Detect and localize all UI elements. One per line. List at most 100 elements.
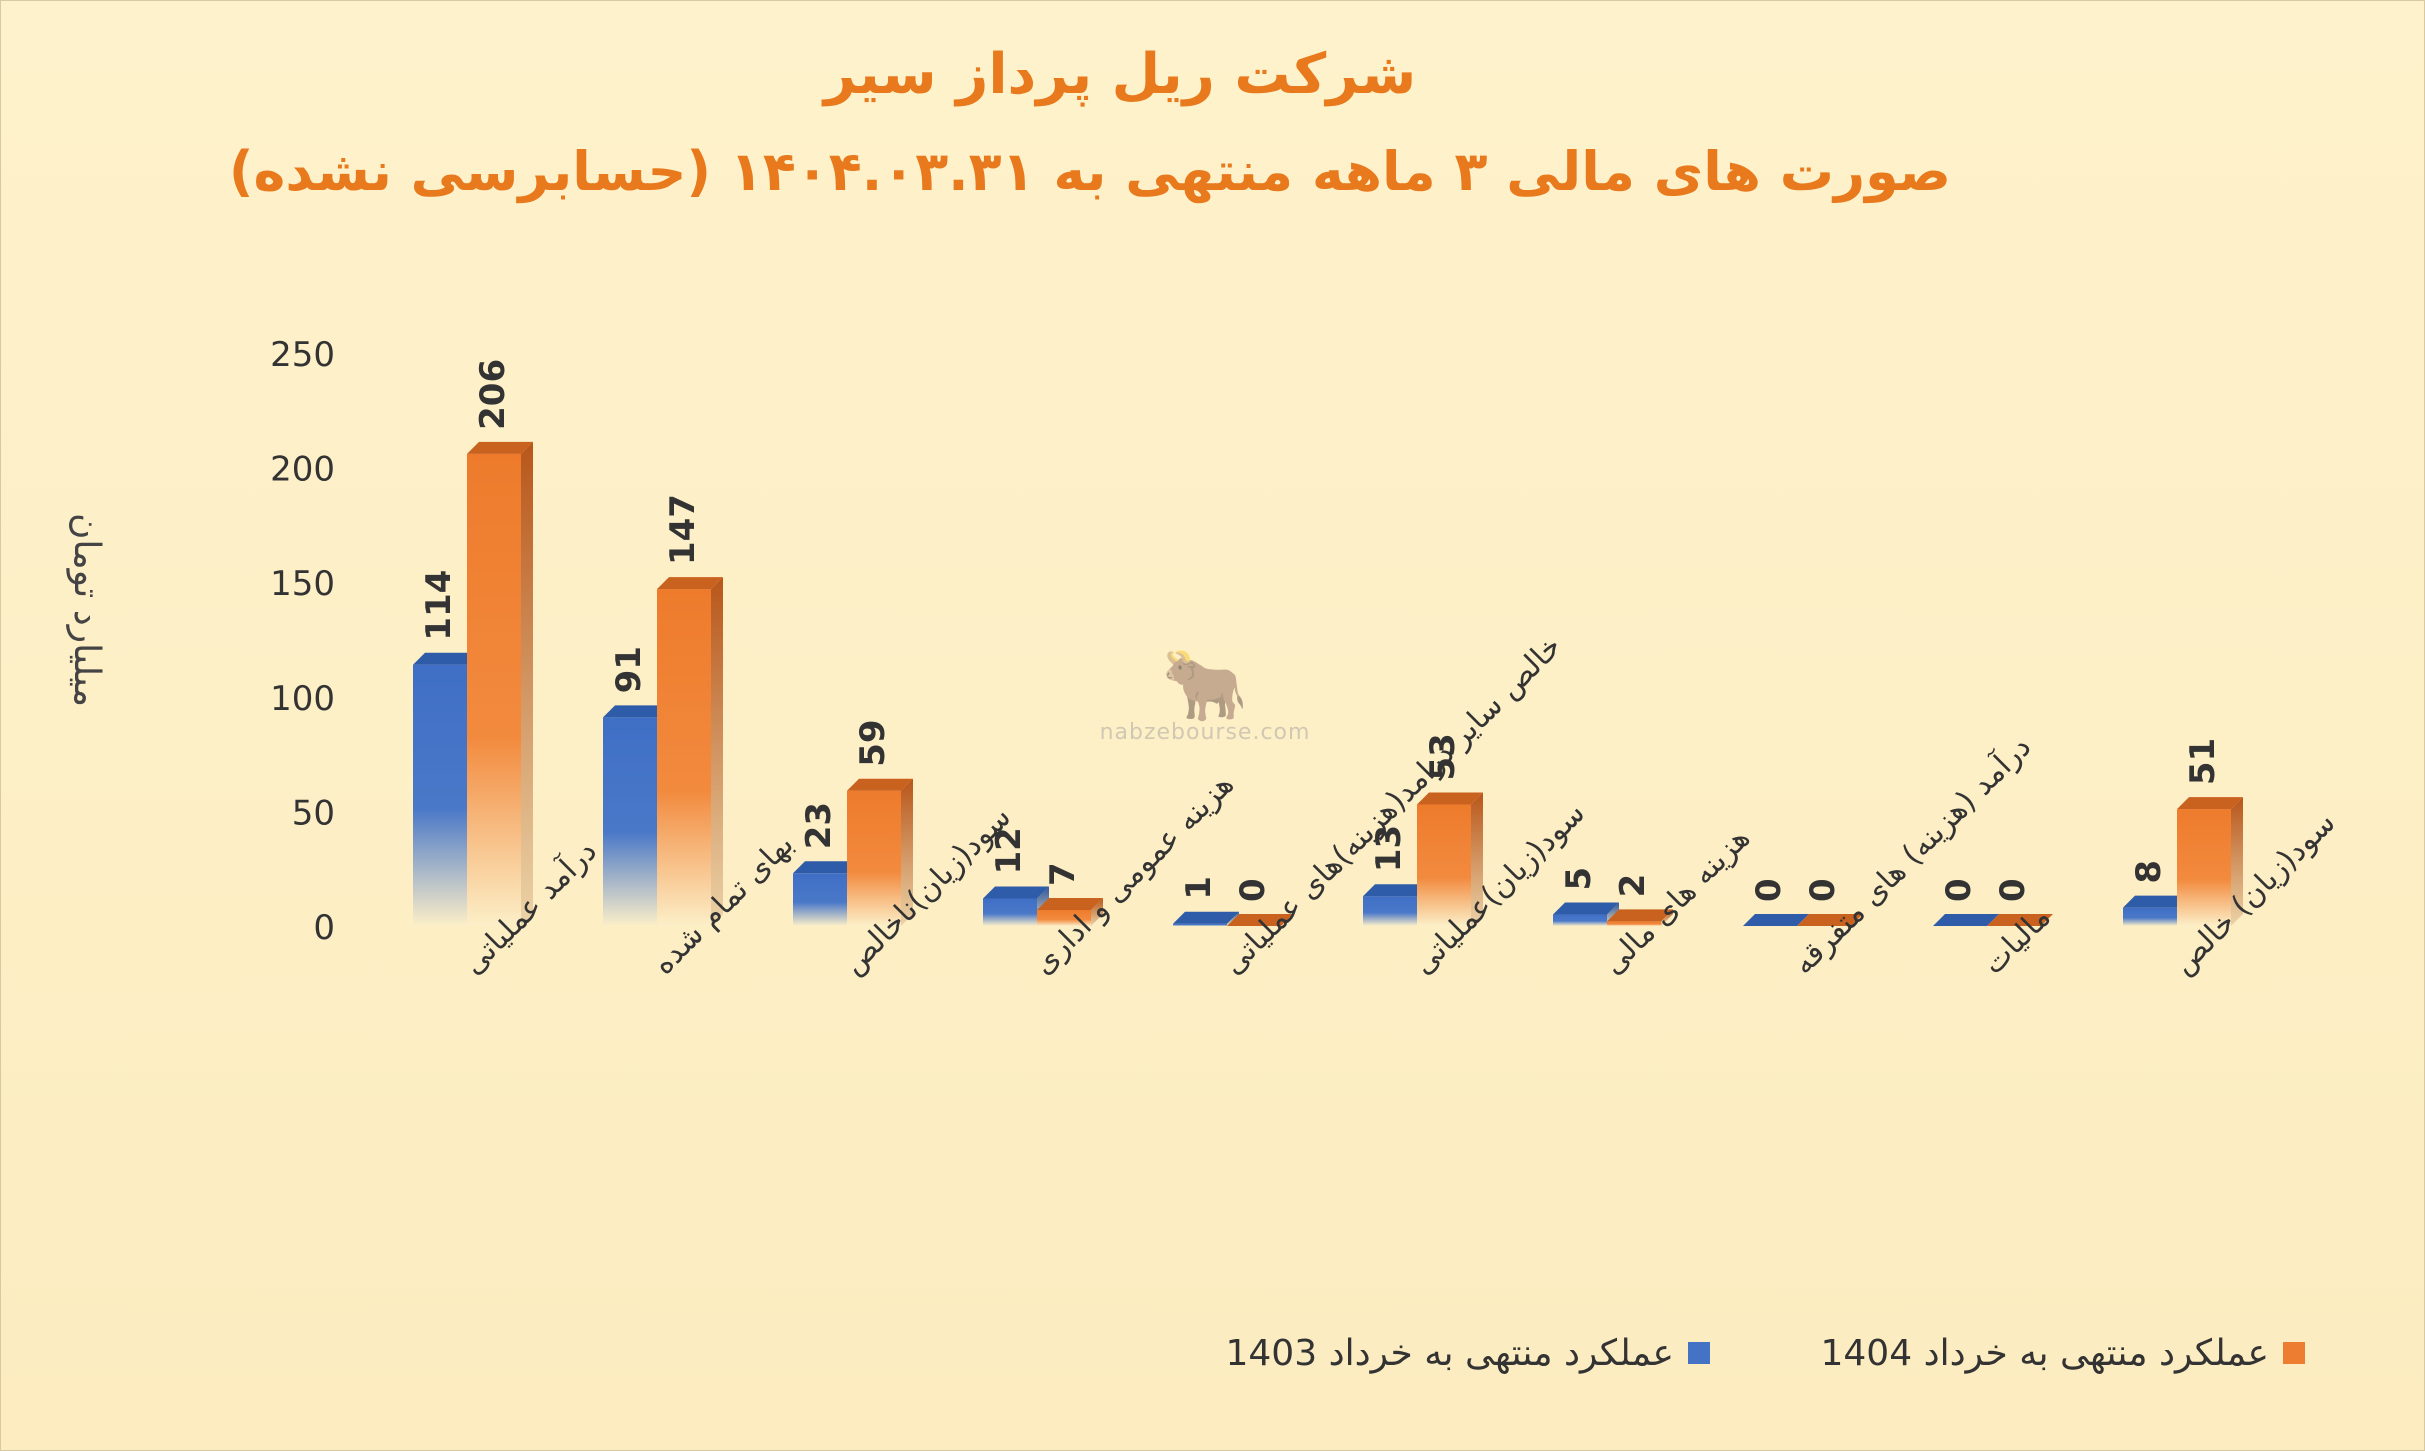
legend-item-1404: عملکرد منتهی به خرداد 1404	[1760, 1318, 2305, 1388]
bar-1403: 0	[1743, 878, 1809, 926]
bar-top	[1037, 897, 1103, 910]
bar-top	[793, 861, 859, 874]
legend-swatch-1403	[1688, 1342, 1710, 1364]
bar-front	[1417, 804, 1471, 926]
data-label: 2	[1613, 874, 1653, 898]
bar-1404: 51	[2177, 738, 2243, 926]
bar-side	[521, 441, 533, 926]
data-label: 0	[1939, 878, 1979, 902]
bar-front	[847, 790, 901, 926]
bar-top	[2177, 797, 2243, 810]
bar-top	[1227, 914, 1293, 926]
bar-front	[657, 589, 711, 926]
data-label: 0	[1233, 878, 1273, 902]
bar-top	[1417, 792, 1483, 805]
x-tick-label: هزینه های مالی	[1596, 821, 1757, 982]
bar-top	[657, 577, 723, 590]
legend-label-1403: عملکرد منتهی به خرداد 1403	[1225, 1332, 1675, 1374]
y-tick-label: 100	[270, 679, 335, 719]
y-tick-label: 50	[292, 793, 335, 833]
data-label: 53	[1423, 733, 1463, 780]
bar-side	[1091, 897, 1103, 926]
bar-1404: 206	[467, 359, 533, 926]
data-label: 91	[609, 646, 649, 693]
legend-label-1404: عملکرد منتهی به خرداد 1404	[1820, 1332, 2270, 1374]
y-axis: 0 50 100 150 200 250	[270, 335, 335, 948]
bar-1403: 1	[1173, 876, 1239, 926]
bar-front	[1173, 923, 1227, 926]
bar-front	[1553, 914, 1607, 926]
data-label: 12	[989, 827, 1029, 874]
bar-top	[467, 441, 533, 454]
bar-top	[1173, 911, 1239, 924]
bar-top	[413, 652, 479, 665]
chart-subtitle: صورت های مالی ۳ ماهه منتهی به ۱۴۰۴.۰۳.۳۱…	[228, 140, 1952, 203]
bar-front	[1037, 909, 1091, 926]
bar-1404: 53	[1417, 733, 1483, 926]
data-label: 7	[1043, 862, 1083, 886]
data-label: 0	[1803, 878, 1843, 902]
x-tick-label: خالص سایر درامد(هزینه)های عملیاتی	[1216, 629, 1569, 982]
chart-title: شرکت ریل پرداز سیر	[823, 42, 1417, 107]
bar-front	[413, 664, 467, 926]
bar-front	[983, 898, 1037, 926]
data-label: 1	[1179, 876, 1219, 900]
watermark-text: nabzebourse.com	[1099, 720, 1311, 745]
bar-1404: 147	[657, 494, 723, 926]
y-tick-label: 200	[270, 450, 335, 490]
bar-top	[603, 705, 669, 718]
data-label: 206	[473, 359, 513, 430]
bar-top	[1743, 914, 1809, 926]
bar-top	[1933, 914, 1999, 926]
bar-side	[1471, 792, 1483, 926]
x-axis-labels: درآمد عملیاتی بهای تمام شده سود(زیان)ناخال…	[455, 629, 2342, 982]
bar-top	[847, 778, 913, 791]
bar-front	[2123, 907, 2177, 926]
y-tick-label: 250	[270, 335, 335, 375]
bar-front	[467, 453, 521, 926]
legend-swatch-1404	[2283, 1342, 2305, 1364]
legend-item-1403: عملکرد منتهی به خرداد 1403	[1130, 1318, 1710, 1388]
bar-1403: 0	[1933, 878, 1999, 926]
bar-side	[1227, 911, 1239, 926]
data-label: 51	[2183, 738, 2223, 785]
bar-front	[2177, 809, 2231, 926]
y-tick-label: 150	[270, 564, 335, 604]
bar-front	[793, 873, 847, 926]
bar-top	[1363, 884, 1429, 897]
bar-side	[1661, 909, 1673, 926]
bar-1404: 0	[1797, 878, 1863, 926]
bar-1404: 0	[1987, 878, 2053, 926]
data-label: 0	[1749, 878, 1789, 902]
y-axis-label: میلیارد تومان	[66, 513, 107, 707]
bull-logo-icon: 🐂	[1161, 644, 1249, 726]
bar-front	[1363, 896, 1417, 926]
bar-1404: 0	[1227, 878, 1293, 926]
bar-front	[1607, 921, 1661, 926]
bar-top	[1607, 909, 1673, 922]
data-label: 147	[663, 494, 703, 565]
bar-front	[603, 717, 657, 926]
data-label: 13	[1369, 825, 1409, 872]
data-label: 5	[1559, 867, 1599, 891]
bar-top	[1553, 902, 1619, 915]
bar-1404: 7	[1037, 862, 1103, 926]
bar-side	[2231, 797, 2243, 926]
bar-1404: 2	[1607, 874, 1673, 926]
data-label: 114	[419, 570, 459, 641]
bar-1404: 59	[847, 719, 913, 926]
bar-side	[711, 577, 723, 926]
data-label: 8	[2129, 860, 2169, 884]
data-label: 0	[1993, 878, 2033, 902]
bar-top	[1987, 914, 2053, 926]
bar-side	[901, 778, 913, 926]
data-label: 23	[799, 802, 839, 849]
y-tick-label: 0	[313, 908, 335, 948]
bar-1403: 5	[1553, 867, 1619, 926]
data-label: 59	[853, 719, 893, 766]
bar-top	[1797, 914, 1863, 926]
bar-top	[983, 886, 1049, 899]
